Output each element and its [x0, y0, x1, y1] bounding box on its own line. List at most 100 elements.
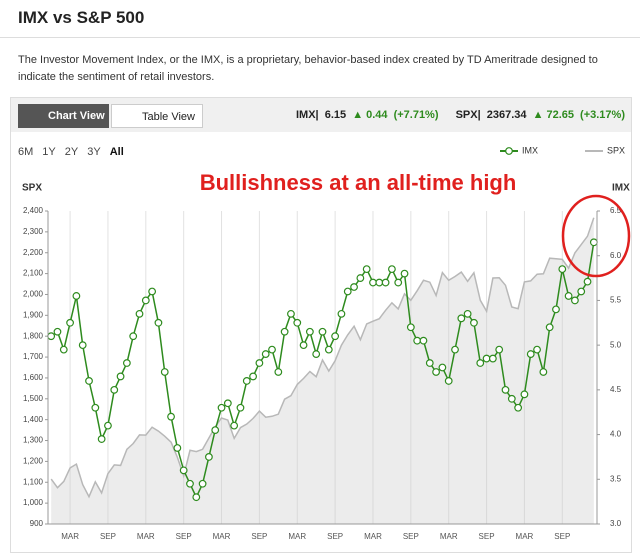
marker [135, 309, 144, 318]
marker [230, 421, 239, 430]
marker [577, 287, 586, 296]
y2-tick-label: 3.0 [610, 519, 622, 528]
marker [72, 292, 81, 300]
marker [59, 345, 68, 354]
y-tick-label: 1,600 [23, 373, 44, 382]
table-view-button[interactable]: Table View [111, 104, 203, 128]
marker [438, 363, 447, 372]
y2-tick-label: 4.5 [610, 385, 622, 394]
divider [0, 37, 640, 38]
x-tick-label: MAR [288, 532, 306, 541]
description: The Investor Movement Index, or the IMX,… [18, 54, 598, 83]
annotation: Bullishness at an all-time high [200, 170, 517, 195]
legend-label: IMX [522, 145, 538, 155]
x-tick-label: SEP [327, 532, 343, 541]
marker [280, 327, 289, 336]
range-link[interactable]: 6M [18, 146, 34, 158]
marker [394, 278, 403, 287]
marker [268, 345, 276, 354]
marker [488, 354, 497, 363]
marker [406, 323, 415, 332]
marker [141, 296, 150, 305]
x-tick-label: MAR [364, 532, 382, 541]
marker [331, 332, 340, 341]
legend-marker [505, 147, 513, 155]
series-line [50, 217, 595, 499]
marker [217, 403, 226, 412]
plot: MAR SEP MAR SEP MAR SEP MAR SEP MAR SEP MAR SEP MAR S… [23, 145, 625, 541]
y-tick-label: 2,300 [23, 227, 44, 236]
quote-change: 72.65 [546, 109, 574, 121]
marker [533, 345, 541, 354]
y-tick-label: 1,200 [23, 457, 44, 466]
quotes: IMX| 6.15 ▲ 0.44 (+7.71%) SPX| 2367.34 ▲ 7… [296, 109, 628, 121]
marker [154, 318, 163, 327]
marker [160, 368, 169, 376]
marker [432, 368, 440, 376]
marker [255, 359, 264, 367]
marker [293, 318, 302, 327]
marker [299, 341, 308, 350]
x-tick-label: SEP [403, 532, 419, 541]
page-title: IMX vs S&P 500 [18, 8, 145, 27]
y-tick-label: 2,400 [23, 206, 44, 215]
marker [571, 296, 579, 305]
x-tick-label: MAR [213, 532, 231, 541]
marker [110, 385, 119, 394]
y-tick-label: 1,400 [23, 415, 44, 424]
marker [520, 390, 529, 399]
marker [451, 345, 459, 354]
quote-name: SPX| [455, 109, 481, 121]
y2-axis-title: IMX [612, 183, 630, 194]
marker [514, 403, 523, 412]
marker [78, 341, 87, 350]
y-tick-label: 1,500 [23, 394, 44, 403]
up-arrow: ▲ [532, 109, 544, 121]
range-link[interactable]: All [109, 146, 124, 158]
marker [362, 265, 371, 274]
marker [116, 372, 125, 381]
marker [482, 354, 491, 363]
y-tick-label: 1,000 [23, 498, 44, 507]
range-link[interactable]: 3Y [87, 146, 101, 158]
marker [350, 283, 358, 291]
marker [192, 493, 201, 502]
spx-area [51, 217, 594, 525]
x-tick-label: SEP [251, 532, 267, 541]
marker [526, 350, 535, 358]
x-tick-label: MAR [61, 532, 79, 541]
marker [47, 332, 56, 341]
marker [287, 309, 295, 318]
quote-change: 0.44 [366, 109, 388, 121]
marker [369, 278, 377, 287]
y-axis-title: SPX [22, 183, 42, 194]
y2-tick-label: 4.0 [610, 430, 622, 439]
y2-tick-label: 6.5 [610, 206, 622, 215]
marker [249, 372, 257, 381]
marker [343, 287, 352, 296]
marker [388, 265, 396, 274]
marker [545, 323, 554, 332]
marker [564, 292, 573, 300]
x-tick-label: SEP [176, 532, 192, 541]
marker [312, 350, 321, 358]
x-tick-label: MAR [440, 532, 458, 541]
marker [457, 314, 466, 323]
chart-view-button[interactable]: Chart View [18, 104, 109, 128]
range-links: 6M 1Y 2Y 3Y All [18, 146, 124, 158]
y2-tick-label: 3.5 [610, 474, 622, 483]
up-arrow: ▲ [352, 109, 364, 121]
quote-value: 2367.34 [486, 109, 527, 121]
y-tick-label: 1,800 [23, 331, 44, 340]
marker [324, 345, 333, 354]
range-link[interactable]: 1Y [42, 146, 56, 158]
marker [97, 435, 106, 443]
quote-name: IMX| [296, 109, 319, 121]
marker [413, 336, 422, 345]
highlight-ellipse [561, 194, 631, 278]
range-link[interactable]: 2Y [64, 146, 79, 158]
marker [91, 403, 100, 412]
y-tick-label: 2,000 [23, 290, 44, 299]
marker [495, 345, 504, 354]
